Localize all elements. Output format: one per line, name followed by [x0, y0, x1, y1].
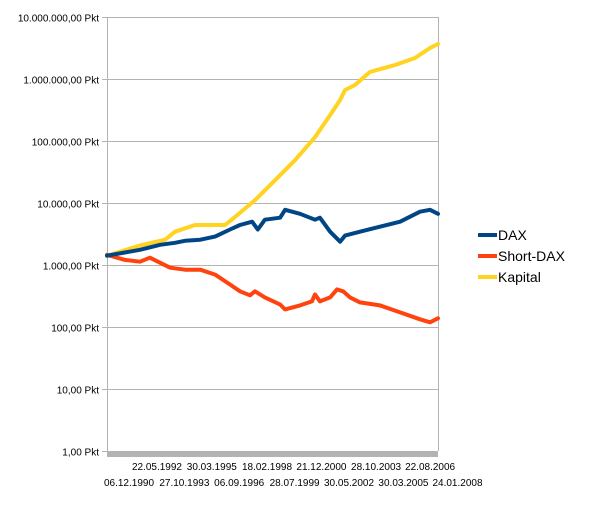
y-tick-label: 10,00 Pkt: [57, 386, 99, 397]
x-tick-label: 28.07.1999: [270, 478, 320, 489]
y-axis-ticks: 10.000.000,00 Pkt 1.000.000,00 Pkt 100.000…: [18, 14, 99, 459]
y-tick-label: 1.000.000,00 Pkt: [23, 76, 99, 87]
axes: [107, 17, 439, 451]
x-tick-label: 30.05.2002: [324, 478, 374, 489]
y-tick-label: 10.000,00 Pkt: [37, 200, 99, 211]
y-tick-label: 100.000,00 Pkt: [32, 138, 99, 149]
x-tick-label: 18.02.1998: [242, 462, 292, 473]
x-tick-label: 28.10.2003: [351, 462, 401, 473]
legend-label: Kapital: [498, 268, 541, 285]
x-axis-ticks: 22.05.1992 30.03.1995 18.02.1998 21.12.2000…: [104, 462, 483, 489]
chart-floor: [107, 451, 438, 457]
series-line-kapital: [105, 42, 440, 258]
x-tick-label: 30.03.2005: [378, 478, 428, 489]
legend-swatch-short-dax: [478, 253, 497, 258]
legend-swatch-dax: [478, 232, 497, 237]
y-tick-label: 100,00 Pkt: [51, 324, 99, 335]
legend-item-short-dax: Short-DAX: [478, 245, 565, 266]
y-tick-label: 1.000,00 Pkt: [43, 262, 99, 273]
x-tick-label: 22.08.2006: [405, 462, 455, 473]
y-tick-label: 10.000.000,00 Pkt: [18, 14, 99, 25]
x-tick-label: 22.05.1992: [132, 462, 182, 473]
x-tick-label: 21.12.2000: [296, 462, 346, 473]
series-line-dax: [105, 207, 440, 258]
chart-floor-band: [107, 451, 438, 457]
y-tick-label: 1,00 Pkt: [62, 448, 99, 459]
x-tick-label: 06.09.1996: [214, 478, 264, 489]
x-tick-label: 30.03.1995: [187, 462, 237, 473]
series-lines: [105, 42, 440, 325]
legend-label: Short-DAX: [498, 247, 565, 264]
x-tick-label: 06.12.1990: [104, 478, 154, 489]
x-tick-label: 27.10.1993: [159, 478, 209, 489]
gridlines: [102, 17, 438, 452]
series-line-short-dax: [105, 252, 440, 325]
legend-label: DAX: [498, 226, 527, 243]
legend-swatch-kapital: [478, 274, 497, 279]
legend-item-kapital: Kapital: [478, 266, 565, 287]
legend: DAX Short-DAX Kapital: [478, 224, 565, 287]
legend-item-dax: DAX: [478, 224, 565, 245]
x-tick-label: 24.01.2008: [432, 478, 482, 489]
